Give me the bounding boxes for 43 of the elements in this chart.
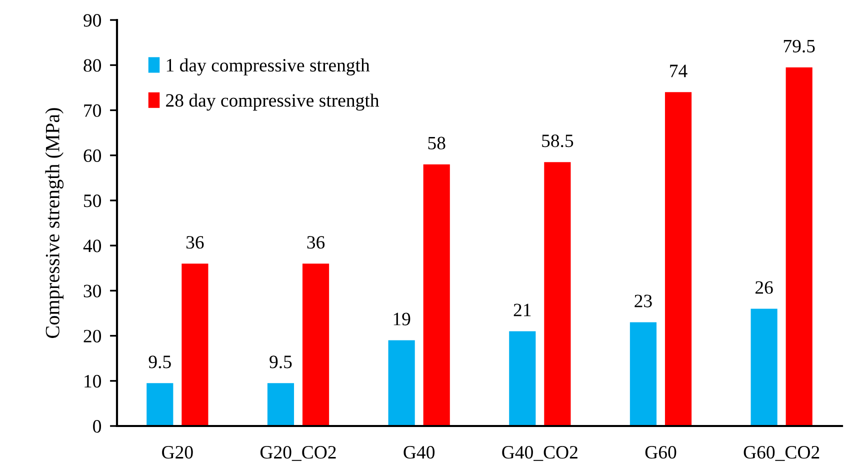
bar (664, 92, 692, 426)
y-tick-label: 10 (84, 374, 102, 388)
bar (750, 308, 778, 426)
data-label: 74 (670, 64, 688, 78)
x-tick-label: G40 (404, 446, 435, 459)
y-tick-label: 90 (84, 14, 102, 27)
data-label: 58.5 (542, 134, 574, 148)
bar (182, 264, 208, 426)
x-tick-label: G20 (162, 446, 193, 459)
bar (302, 264, 330, 426)
bar (509, 331, 536, 426)
x-tick-label: G20_CO2 (260, 446, 336, 461)
y-tick-label: 70 (84, 104, 102, 117)
bar (786, 67, 812, 426)
x-tick-label: G40_CO2 (502, 446, 578, 461)
bar (423, 164, 450, 426)
y-tick-label: 50 (84, 194, 102, 208)
y-axis-title: Compressive strength (MPa) (45, 108, 64, 338)
y-tick-label: 40 (83, 240, 102, 252)
data-label: 26 (756, 281, 773, 294)
bar (267, 383, 294, 426)
data-label: 21 (514, 304, 531, 316)
data-label: 36 (186, 236, 204, 249)
data-label: 9.5 (148, 356, 171, 368)
bar (544, 162, 571, 426)
data-label: 23 (634, 294, 652, 308)
legend-label: 28 day compressive strength (166, 94, 380, 111)
data-label: 79.5 (784, 40, 815, 53)
bar (630, 322, 657, 426)
data-label: 36 (307, 236, 325, 249)
x-tick-label: G60 (645, 446, 676, 459)
y-tick-label: 20 (84, 330, 102, 342)
data-label: 9.5 (270, 356, 292, 368)
y-tick-label: 30 (84, 284, 102, 298)
data-label: 19 (394, 312, 410, 326)
y-tick-label: 60 (84, 149, 102, 162)
y-tick-label: 0 (93, 420, 102, 433)
bar (388, 340, 415, 426)
bar (146, 383, 174, 426)
legend-label: 1 day compressive strength (166, 58, 370, 76)
x-tick-label: G60_CO2 (744, 446, 820, 461)
y-tick-label: 80 (84, 59, 102, 72)
data-label: 58 (428, 136, 446, 150)
